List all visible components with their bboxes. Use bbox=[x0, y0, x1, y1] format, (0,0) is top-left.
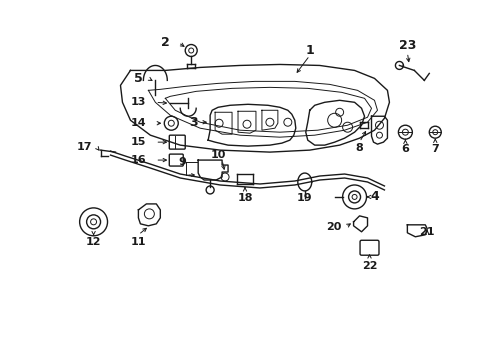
Text: 12: 12 bbox=[86, 237, 101, 247]
Text: 3: 3 bbox=[188, 116, 197, 129]
Text: 11: 11 bbox=[130, 237, 146, 247]
Text: 1: 1 bbox=[305, 44, 313, 57]
Text: 19: 19 bbox=[296, 193, 312, 203]
Text: 23: 23 bbox=[398, 39, 415, 52]
Text: 7: 7 bbox=[430, 144, 438, 154]
Text: 14: 14 bbox=[130, 118, 146, 128]
Text: 2: 2 bbox=[161, 36, 169, 49]
Text: 16: 16 bbox=[130, 155, 146, 165]
Text: 20: 20 bbox=[325, 222, 341, 232]
Text: 6: 6 bbox=[401, 144, 408, 154]
Text: 4: 4 bbox=[369, 190, 378, 203]
Text: 17: 17 bbox=[77, 142, 92, 152]
Text: 22: 22 bbox=[361, 261, 377, 271]
Text: 13: 13 bbox=[130, 97, 146, 107]
Text: 5: 5 bbox=[134, 72, 142, 85]
Text: 9: 9 bbox=[178, 157, 186, 167]
Text: 18: 18 bbox=[237, 193, 252, 203]
Text: 21: 21 bbox=[419, 227, 434, 237]
Text: 8: 8 bbox=[355, 143, 363, 153]
Text: 10: 10 bbox=[210, 150, 225, 160]
Text: 15: 15 bbox=[130, 137, 146, 147]
